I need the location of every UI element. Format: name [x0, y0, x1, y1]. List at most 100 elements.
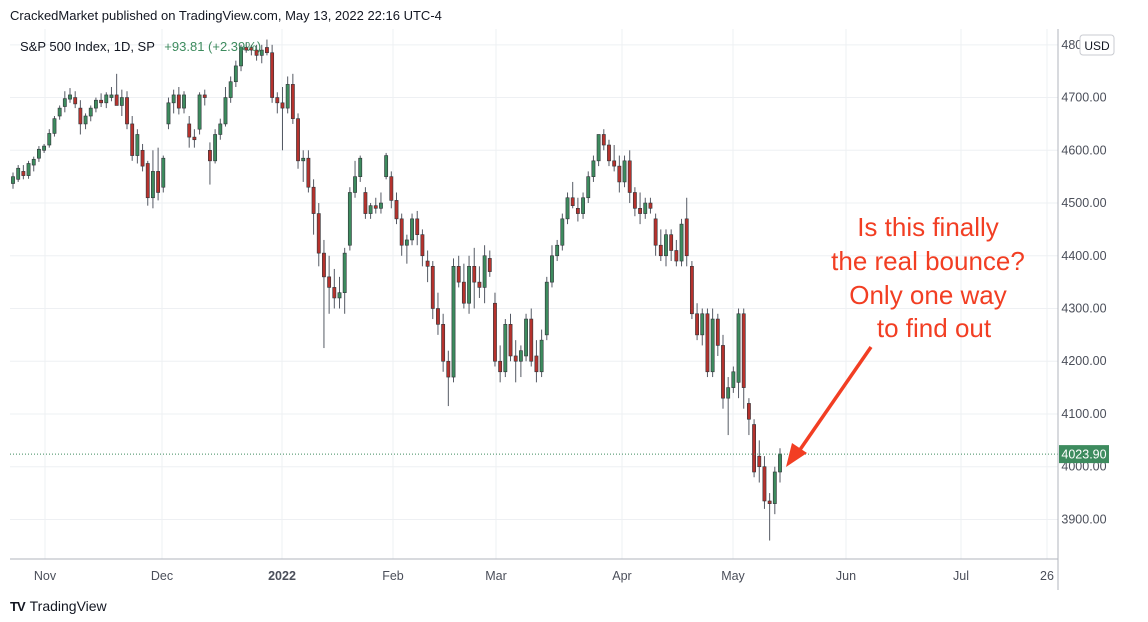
candle — [182, 91, 186, 114]
candle — [166, 97, 171, 130]
x-tick-label: Nov — [34, 569, 57, 583]
x-tick-label: May — [721, 569, 745, 583]
candle — [327, 255, 332, 314]
last-price-label: 4023.90 — [1061, 448, 1106, 462]
candle — [322, 239, 326, 349]
candle — [508, 313, 513, 362]
candle — [617, 155, 622, 193]
candle-body — [679, 223, 684, 262]
candle-body — [342, 252, 347, 293]
candle — [648, 197, 653, 214]
x-tick-label: Mar — [485, 569, 507, 583]
candle-body — [726, 387, 731, 399]
candle — [643, 197, 648, 219]
candle — [275, 92, 280, 114]
candle-body — [265, 47, 269, 54]
candle-body — [363, 192, 368, 214]
candle-body — [487, 258, 492, 272]
candle — [607, 139, 611, 167]
candle — [591, 155, 596, 182]
candle — [420, 229, 425, 267]
candle — [161, 155, 166, 193]
candle-body — [145, 163, 150, 199]
candle-body — [42, 145, 47, 151]
candle — [156, 147, 161, 201]
tradingview-brand[interactable]: TV TradingView — [10, 598, 107, 614]
candle — [130, 116, 135, 161]
candle — [415, 210, 420, 246]
candle-body — [607, 144, 611, 162]
candle — [285, 76, 290, 114]
time-axis[interactable]: Nov Dec 2022 Feb Mar Apr May Jun Jul 26 — [34, 569, 1054, 583]
candle — [52, 116, 57, 137]
y-tick-label: 4200.00 — [1061, 354, 1106, 368]
candle — [477, 266, 482, 298]
annotation-arrow-shaft — [795, 346, 873, 455]
candle — [218, 118, 223, 140]
last-price-badge: 4023.90 — [1059, 445, 1109, 464]
candle — [270, 44, 275, 103]
candle — [88, 105, 93, 122]
candle — [197, 92, 202, 135]
candle-body — [555, 244, 560, 257]
candle — [42, 143, 47, 153]
candle — [265, 39, 269, 56]
candle — [736, 308, 741, 399]
y-tick-label: 4300.00 — [1061, 302, 1106, 316]
candle-body — [171, 94, 176, 104]
candle-body — [239, 47, 243, 67]
candle-body — [705, 313, 710, 373]
x-tick-label: 2022 — [268, 569, 296, 583]
candle — [632, 187, 637, 217]
candle-body — [301, 157, 306, 162]
candle-body — [394, 200, 399, 220]
candle — [73, 91, 78, 109]
candle-body — [384, 155, 389, 177]
candle — [239, 44, 243, 72]
candle-body — [524, 318, 528, 357]
candle-body — [114, 94, 119, 106]
candle — [399, 213, 404, 256]
candle-body — [62, 98, 67, 107]
candle-body — [52, 118, 57, 134]
currency-badge[interactable]: USD — [1079, 34, 1115, 56]
candle — [622, 155, 627, 188]
candle — [539, 329, 544, 378]
candle-body — [109, 94, 114, 98]
candle-body — [259, 49, 264, 56]
candle-body — [746, 403, 751, 420]
candle-body — [617, 165, 622, 183]
candle-body — [575, 208, 580, 214]
candle-body — [11, 176, 15, 184]
candle — [16, 165, 21, 182]
candle — [762, 456, 767, 509]
candle — [57, 105, 62, 120]
candle-body — [721, 345, 725, 399]
candle-body — [772, 471, 777, 504]
candle-body — [187, 123, 192, 138]
candle — [410, 213, 414, 246]
candle — [233, 60, 238, 88]
candle-body — [280, 102, 285, 109]
candle — [425, 250, 430, 283]
legend[interactable]: S&P 500 Index, 1D, SP +93.81 (+2.39%) — [20, 39, 261, 54]
candle — [498, 345, 503, 383]
candle — [11, 172, 15, 189]
candle — [658, 229, 663, 262]
y-tick-label: 4500.00 — [1061, 196, 1106, 210]
candle-body — [322, 252, 326, 278]
candle-body — [244, 47, 249, 51]
candle — [213, 129, 218, 164]
candle — [394, 192, 399, 225]
candle — [223, 87, 228, 127]
candlestick-chart: 4800.004700.004600.004500.004400.004300.… — [10, 29, 1115, 590]
candle-body — [192, 136, 197, 141]
candle-body — [436, 308, 440, 325]
candle — [550, 245, 554, 288]
candle — [518, 345, 523, 378]
candle — [208, 142, 212, 185]
candle — [37, 146, 41, 162]
legend-change: +93.81 (+2.39%) — [164, 39, 261, 54]
candle-body — [218, 123, 223, 135]
candle — [638, 192, 642, 225]
